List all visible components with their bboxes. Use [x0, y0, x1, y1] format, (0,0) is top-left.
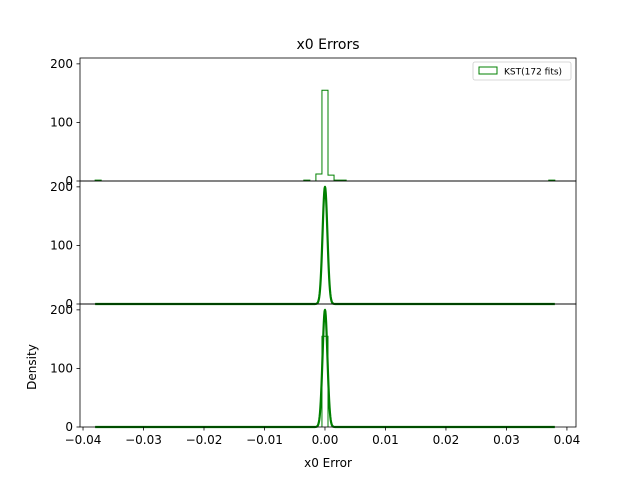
chart-title: x0 Errors	[296, 37, 359, 53]
histogram-bin-2	[303, 179, 311, 181]
y-tick-label: 100	[50, 238, 73, 252]
x-tick-label: 0.03	[493, 433, 520, 447]
x-tick-label: −0.02	[186, 433, 223, 447]
legend: KST(172 fits)	[472, 61, 572, 81]
y-tick-label: 100	[50, 361, 73, 375]
x-tick-label: −0.01	[246, 433, 283, 447]
y-tick-label: 200	[50, 180, 73, 194]
x-tick-label: 0.01	[372, 433, 399, 447]
y-tick-label: 0	[65, 297, 73, 311]
panel-frame	[79, 303, 577, 428]
y-tick-label: 200	[50, 303, 73, 317]
panel-3: 0 100 200	[50, 303, 577, 434]
density-curve	[94, 308, 556, 429]
legend-swatch	[478, 66, 498, 75]
x-tick-label: 0.00	[312, 433, 339, 447]
density-curve	[94, 185, 556, 306]
histogram-bin-4	[548, 179, 556, 181]
y-tick-label: 200	[50, 57, 73, 71]
y-axis-label: Density	[25, 344, 39, 390]
y-tick-label: 100	[50, 115, 73, 129]
x-tick-label: −0.03	[125, 433, 162, 447]
legend-label: KST(172 fits)	[504, 68, 562, 78]
histogram-bars	[315, 89, 335, 181]
histogram-bin-1	[94, 179, 102, 181]
x-axis-label: x0 Error	[304, 456, 352, 470]
y-tick-label: 0	[65, 420, 73, 434]
x-tick-label: 0.04	[554, 433, 581, 447]
y-tick-label: 0	[65, 174, 73, 188]
histogram-bin-3	[333, 179, 347, 181]
panel-1: 0 100 200 KST(172 fits)	[50, 57, 577, 188]
panel-2: 0 100 200	[50, 180, 577, 311]
x-tick-label: 0.02	[433, 433, 460, 447]
x-tick-label: −0.04	[65, 433, 102, 447]
